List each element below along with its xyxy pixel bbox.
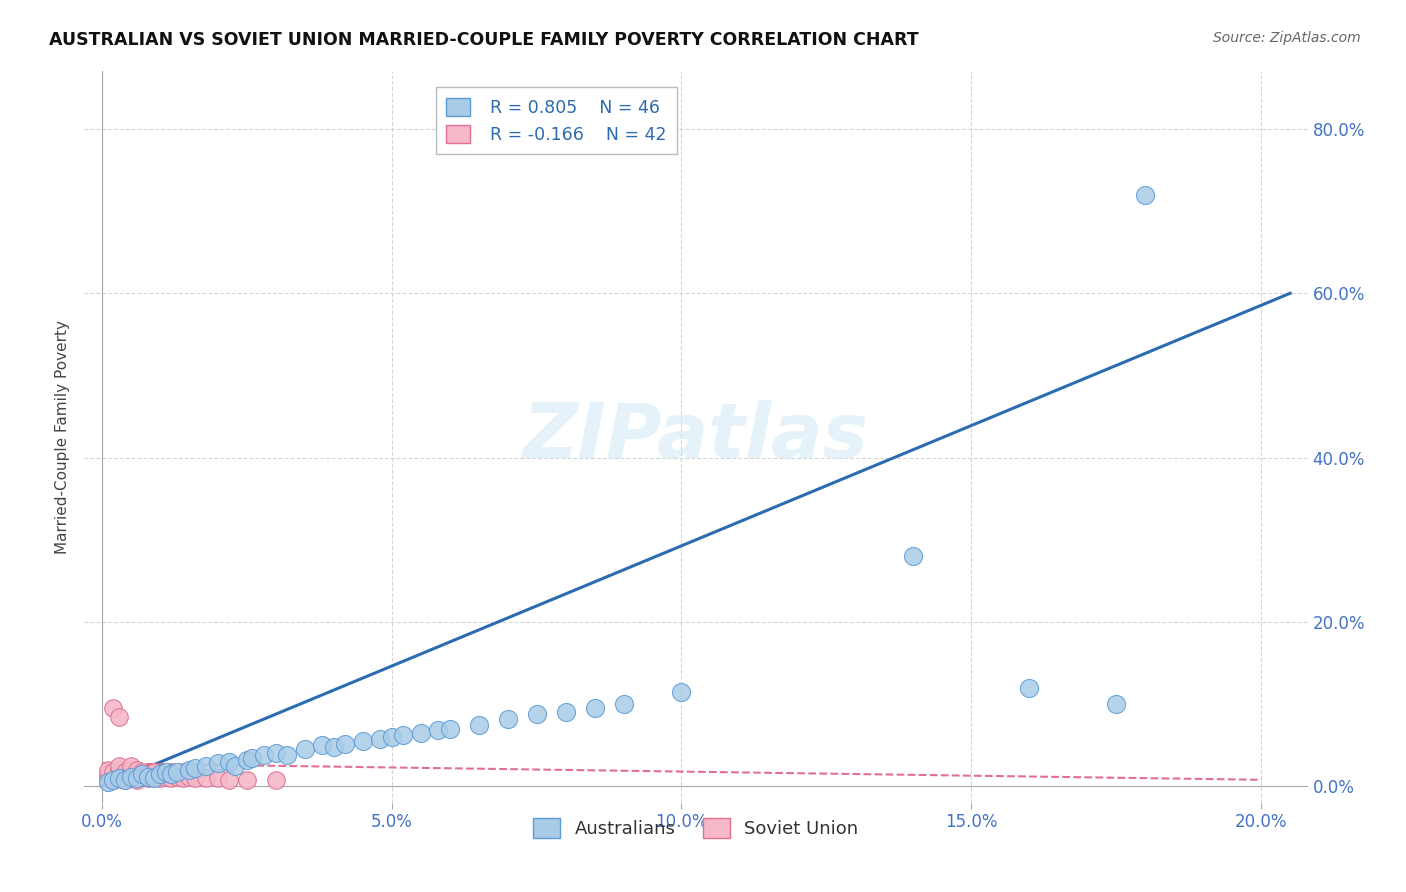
Point xyxy=(125,771,148,785)
Y-axis label: Married-Couple Family Poverty: Married-Couple Family Poverty xyxy=(55,320,70,554)
Point xyxy=(131,770,153,784)
Point xyxy=(392,728,415,742)
Point xyxy=(108,763,131,777)
Point xyxy=(108,767,131,781)
Point xyxy=(195,759,218,773)
Point xyxy=(120,770,142,784)
Point xyxy=(120,759,142,773)
Point xyxy=(103,701,125,715)
Point xyxy=(554,706,576,720)
Point xyxy=(218,755,240,769)
Point xyxy=(149,767,172,781)
Point xyxy=(131,764,153,779)
Point xyxy=(253,748,276,763)
Point xyxy=(311,739,333,753)
Point xyxy=(427,723,450,738)
Point xyxy=(195,771,218,785)
Point xyxy=(177,763,200,777)
Point xyxy=(96,775,118,789)
Point xyxy=(612,697,634,711)
Point xyxy=(114,772,136,787)
Point xyxy=(166,770,188,784)
Point xyxy=(235,772,257,787)
Point xyxy=(160,767,183,781)
Point xyxy=(114,770,136,784)
Point xyxy=(1018,681,1040,695)
Point xyxy=(1105,697,1128,711)
Point xyxy=(160,767,183,781)
Point xyxy=(149,767,172,781)
Point xyxy=(177,770,200,784)
Point xyxy=(103,770,125,784)
Point xyxy=(142,770,165,784)
Point xyxy=(264,772,287,787)
Point xyxy=(218,772,240,787)
Point xyxy=(108,771,131,785)
Point xyxy=(1135,187,1157,202)
Point xyxy=(276,748,298,763)
Point xyxy=(242,750,264,764)
Point xyxy=(352,734,374,748)
Point xyxy=(409,726,432,740)
Point xyxy=(526,706,548,721)
Point xyxy=(381,730,404,744)
Point xyxy=(583,701,606,715)
Point xyxy=(294,742,316,756)
Text: ZIPatlas: ZIPatlas xyxy=(523,401,869,474)
Point xyxy=(368,731,391,746)
Point xyxy=(155,764,177,779)
Point xyxy=(108,709,131,723)
Legend: Australians, Soviet Union: Australians, Soviet Union xyxy=(526,811,866,845)
Point xyxy=(96,763,118,777)
Point xyxy=(136,771,159,785)
Point xyxy=(142,764,165,779)
Point xyxy=(103,772,125,787)
Point xyxy=(120,763,142,777)
Point xyxy=(96,771,118,785)
Point xyxy=(136,770,159,784)
Point xyxy=(467,717,489,731)
Point xyxy=(335,737,357,751)
Point xyxy=(120,767,142,781)
Point xyxy=(264,747,287,761)
Point xyxy=(125,763,148,777)
Point xyxy=(96,767,118,781)
Text: Source: ZipAtlas.com: Source: ZipAtlas.com xyxy=(1213,31,1361,45)
Point xyxy=(136,767,159,781)
Point xyxy=(322,739,344,754)
Point xyxy=(207,771,229,785)
Point xyxy=(235,753,257,767)
Point xyxy=(183,761,205,775)
Point xyxy=(114,772,136,787)
Point xyxy=(224,759,246,773)
Point xyxy=(166,764,188,779)
Point xyxy=(160,771,183,785)
Point xyxy=(439,722,461,736)
Point xyxy=(114,764,136,779)
Point xyxy=(125,767,148,781)
Point xyxy=(207,756,229,771)
Point xyxy=(125,772,148,787)
Point xyxy=(172,771,194,785)
Point xyxy=(120,771,142,785)
Point xyxy=(903,549,925,564)
Point xyxy=(155,770,177,784)
Point xyxy=(142,771,165,785)
Point xyxy=(496,712,519,726)
Point xyxy=(671,685,693,699)
Point xyxy=(131,767,153,781)
Text: AUSTRALIAN VS SOVIET UNION MARRIED-COUPLE FAMILY POVERTY CORRELATION CHART: AUSTRALIAN VS SOVIET UNION MARRIED-COUPL… xyxy=(49,31,920,49)
Point xyxy=(103,772,125,787)
Point xyxy=(108,759,131,773)
Point xyxy=(108,771,131,785)
Point xyxy=(183,771,205,785)
Point xyxy=(103,764,125,779)
Point xyxy=(149,771,172,785)
